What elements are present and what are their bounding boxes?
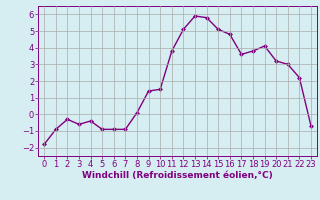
X-axis label: Windchill (Refroidissement éolien,°C): Windchill (Refroidissement éolien,°C)	[82, 171, 273, 180]
